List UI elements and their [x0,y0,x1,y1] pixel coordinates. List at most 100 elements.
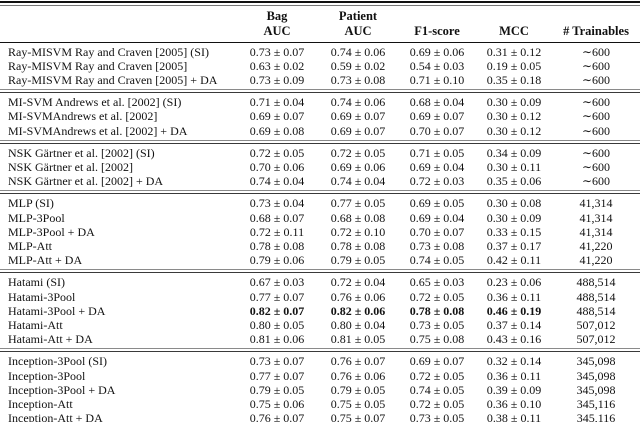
mcc-cell: 0.23 ± 0.06 [486,275,542,290]
col-header-mcc-label: MCC [499,23,529,38]
patient-auc-cell: 0.76 ± 0.07 [330,354,386,369]
col-header-mcc: MCC [476,5,552,43]
patient-auc-cell: 0.74 ± 0.04 [330,174,386,189]
table-row: MI-SVMAndrews et al. [2002] 0.69 ± 0.07 0.… [0,109,640,123]
patient-auc-cell: 0.81 ± 0.05 [330,332,386,347]
mcc-cell: 0.36 ± 0.10 [486,396,542,411]
table-row: MLP (SI) 0.73 ± 0.04 0.77 ± 0.05 0.69 ± 0.0… [0,196,640,210]
trainables-cell: ∼600 [581,95,611,110]
method-cell: MLP-Att [8,238,53,253]
f1-score-cell: 0.72 ± 0.05 [409,396,465,411]
patient-auc-cell: 0.69 ± 0.07 [330,123,386,138]
trainables-cell: 488,514 [576,303,616,318]
f1-score-cell: 0.68 ± 0.04 [409,95,465,110]
patient-auc-cell: 0.75 ± 0.07 [330,411,386,422]
results-table: Bag AUC Patient AUC F1-score MCC # Train… [0,5,640,422]
table-row: Ray-MISVM Ray and Craven [2005] (SI) 0.73… [0,42,640,59]
bag-auc-cell: 0.78 ± 0.08 [249,238,305,253]
patient-auc-cell: 0.68 ± 0.08 [330,210,386,225]
col-header-trainables: # Trainables [552,5,640,43]
table-row: Inception-3Pool 0.77 ± 0.07 0.76 ± 0.06 0.7… [0,369,640,383]
mcc-cell: 0.30 ± 0.11 [486,159,542,174]
col-header-bag-auc: Bag AUC [236,5,318,43]
trainables-cell: ∼600 [581,123,611,138]
method-cell: Ray-MISVM Ray and Craven [2005] (SI) [8,44,209,59]
col-header-bag-auc-line1: Bag [266,8,288,23]
mcc-cell: 0.34 ± 0.09 [486,145,542,160]
patient-auc-cell: 0.82 ± 0.06 [330,303,386,318]
bag-auc-cell: 0.71 ± 0.04 [249,95,305,110]
f1-score-cell: 0.71 ± 0.05 [409,145,465,160]
f1-score-cell: 0.69 ± 0.07 [409,354,465,369]
trainables-cell: 345,116 [576,396,616,411]
f1-score-cell: 0.75 ± 0.08 [409,332,465,347]
table-row: NSK Gärtner et al. [2002] 0.70 ± 0.06 0.69… [0,160,640,174]
trainables-cell: 507,012 [576,317,616,332]
group-separator-rule [0,269,640,274]
mcc-cell: 0.32 ± 0.14 [486,354,542,369]
trainables-cell: ∼600 [581,58,611,73]
f1-score-cell: 0.73 ± 0.05 [409,317,465,332]
mcc-cell: 0.30 ± 0.08 [486,196,542,211]
bag-auc-cell: 0.76 ± 0.07 [249,411,305,422]
method-cell: MLP-3Pool + DA [8,224,95,239]
table-row: Hatami-3Pool + DA 0.82 ± 0.07 0.82 ± 0.06 0… [0,304,640,318]
bag-auc-cell: 0.73 ± 0.07 [249,44,305,59]
method-cell: Ray-MISVM Ray and Craven [2005] [8,58,188,73]
mcc-cell: 0.33 ± 0.15 [486,224,542,239]
method-cell: Hatami-3Pool [8,289,76,304]
method-cell: MI-SVMAndrews et al. [2002] + DA [8,123,188,138]
group-separator [0,138,640,146]
table-row: MLP-Att + DA 0.79 ± 0.06 0.79 ± 0.05 0.74 ±… [0,253,640,267]
patient-auc-cell: 0.79 ± 0.05 [330,382,386,397]
trainables-cell: 41,220 [579,238,613,253]
col-header-patient-auc: Patient AUC [318,5,398,43]
group-separator [0,346,640,354]
f1-score-cell: 0.54 ± 0.03 [409,58,465,73]
trainables-cell: ∼600 [581,44,611,59]
bag-auc-cell: 0.82 ± 0.07 [249,303,305,318]
mcc-cell: 0.19 ± 0.05 [486,58,542,73]
f1-score-cell: 0.73 ± 0.05 [409,411,465,422]
trainables-cell: ∼600 [581,174,611,189]
bag-auc-cell: 0.77 ± 0.07 [249,368,305,383]
f1-score-cell: 0.72 ± 0.05 [409,368,465,383]
patient-auc-cell: 0.69 ± 0.07 [330,109,386,124]
trainables-cell: 41,314 [579,224,613,239]
bag-auc-cell: 0.79 ± 0.06 [249,253,305,268]
patient-auc-cell: 0.74 ± 0.06 [330,44,386,59]
table-row: Inception-3Pool + DA 0.79 ± 0.05 0.79 ± 0.… [0,383,640,397]
bag-auc-cell: 0.72 ± 0.05 [249,145,305,160]
header-row: Bag AUC Patient AUC F1-score MCC # Train… [0,5,640,43]
patient-auc-cell: 0.79 ± 0.05 [330,253,386,268]
patient-auc-cell: 0.80 ± 0.04 [330,317,386,332]
method-cell: Inception-3Pool [8,368,86,383]
patient-auc-cell: 0.78 ± 0.08 [330,238,386,253]
bag-auc-cell: 0.73 ± 0.04 [249,196,305,211]
f1-score-cell: 0.65 ± 0.03 [409,275,465,290]
bag-auc-cell: 0.77 ± 0.07 [249,289,305,304]
mcc-cell: 0.42 ± 0.11 [486,253,542,268]
patient-auc-cell: 0.59 ± 0.02 [330,58,386,73]
bag-auc-cell: 0.68 ± 0.07 [249,210,305,225]
method-cell: Inception-3Pool (SI) [8,354,107,369]
mcc-cell: 0.31 ± 0.12 [486,44,542,59]
patient-auc-cell: 0.76 ± 0.06 [330,289,386,304]
f1-score-cell: 0.69 ± 0.04 [409,159,465,174]
table-row: Hatami-Att 0.80 ± 0.05 0.80 ± 0.04 0.73 ± 0… [0,318,640,332]
f1-score-cell: 0.69 ± 0.05 [409,196,465,211]
bag-auc-cell: 0.69 ± 0.08 [249,123,305,138]
table-row: MLP-Att 0.78 ± 0.08 0.78 ± 0.08 0.73 ± 0.08… [0,239,640,253]
table-top-rule [0,1,640,6]
bag-auc-cell: 0.72 ± 0.11 [249,224,305,239]
mcc-cell: 0.46 ± 0.19 [486,303,542,318]
group-separator [0,188,640,196]
results-table-body: Ray-MISVM Ray and Craven [2005] (SI) 0.73… [0,42,640,422]
table-row: Hatami (SI) 0.67 ± 0.03 0.72 ± 0.04 0.65 ± … [0,275,640,289]
trainables-cell: 41,314 [579,210,613,225]
table-row: MI-SVM Andrews et al. [2002] (SI) 0.71 ± … [0,95,640,109]
mcc-cell: 0.36 ± 0.11 [486,289,542,304]
method-cell: MI-SVMAndrews et al. [2002] [8,109,158,124]
mcc-cell: 0.35 ± 0.18 [486,72,542,87]
